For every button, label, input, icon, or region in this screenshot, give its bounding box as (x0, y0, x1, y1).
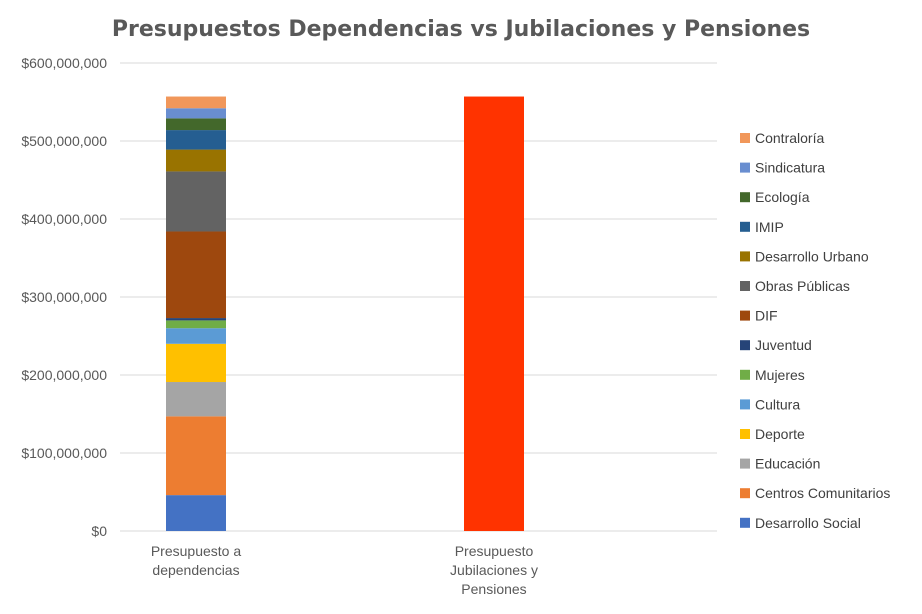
bar-segment (166, 130, 226, 150)
legend-swatch (740, 251, 750, 262)
legend-entry: Ecología (755, 189, 810, 205)
x-category-label: Jubilaciones y (450, 562, 538, 578)
bar-segment (166, 231, 226, 319)
legend-entry: Juventud (755, 337, 812, 353)
legend-entry: Desarrollo Urbano (755, 248, 869, 264)
legend-entry: Educación (755, 456, 820, 472)
legend-entry: Mujeres (755, 367, 805, 383)
legend-entry: DIF (755, 308, 778, 324)
legend-swatch (740, 192, 750, 203)
legend-swatch (740, 340, 750, 351)
legend-swatch (740, 133, 750, 143)
bar-segment (166, 328, 226, 344)
x-category-label: Presupuesto a (151, 543, 241, 559)
legend-swatch (740, 369, 750, 380)
y-tick-label: $400,000,000 (21, 211, 107, 227)
y-tick-label: $200,000,000 (21, 367, 107, 383)
y-tick-label: $300,000,000 (21, 289, 107, 305)
legend-entry: Cultura (755, 396, 800, 412)
bar-segment (166, 416, 226, 496)
legend-entry: IMIP (755, 219, 784, 235)
bar-segment (166, 171, 226, 232)
bar-segment (464, 96, 524, 531)
y-tick-label: $100,000,000 (21, 445, 107, 461)
legend-entry: Contraloría (755, 130, 824, 146)
y-tick-label: $600,000,000 (21, 55, 107, 71)
bar-segment (166, 96, 226, 109)
legend-swatch (740, 221, 750, 232)
legend-swatch (740, 429, 750, 439)
bar-segment (166, 108, 226, 119)
x-category-label: Pensiones (461, 581, 526, 597)
legend-entry: Sindicatura (755, 160, 825, 176)
bar-segment (166, 118, 226, 131)
chart-title: Presupuestos Dependencias vs Jubilacione… (112, 17, 810, 42)
legend-swatch (740, 399, 750, 410)
bar-segment (166, 343, 226, 383)
legend-swatch (740, 281, 750, 291)
y-axis-tick-labels: $0 $100,000,000 $200,000,000 $300,000,000 $4… (21, 55, 107, 539)
legend-swatch (740, 310, 750, 321)
legend-entry: Centros Comunitarios (755, 485, 890, 501)
bars (166, 96, 524, 531)
legend-entry: Deporte (755, 426, 805, 442)
bar-segment (166, 320, 226, 329)
x-category-label: Presupuesto (455, 543, 534, 559)
x-axis-category-labels: Presupuesto a dependencias Presupuesto Jubi… (151, 543, 538, 597)
x-category-label: dependencias (152, 562, 239, 578)
legend-swatch (740, 162, 750, 173)
bar-segment (166, 318, 226, 321)
legend-entry: Obras Públicas (755, 278, 850, 294)
legend: Contraloría Sindicatura Ecología IMIP Desarr… (740, 130, 890, 531)
legend-swatch (740, 458, 750, 469)
bar-segment (166, 495, 226, 531)
legend-swatch (740, 488, 750, 499)
y-tick-label: $0 (91, 523, 107, 539)
legend-entry: Desarrollo Social (755, 515, 861, 531)
bar-segment (166, 382, 226, 417)
bar-segment (166, 149, 226, 172)
legend-swatch (740, 517, 750, 528)
y-tick-label: $500,000,000 (21, 133, 107, 149)
